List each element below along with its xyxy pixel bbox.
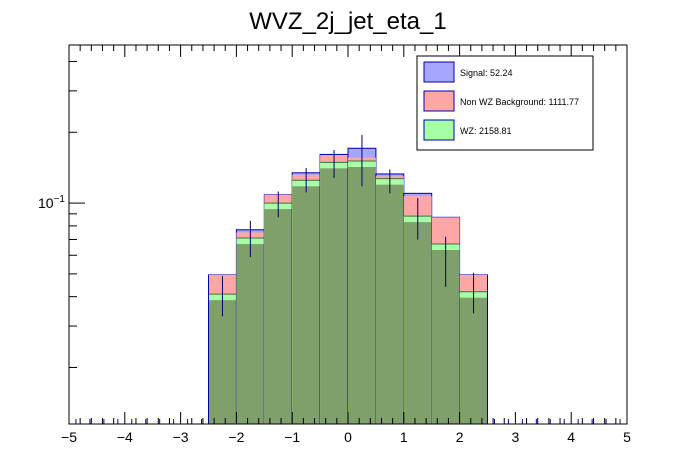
y-tick-label: 10−1 xyxy=(38,194,65,211)
plot-area xyxy=(75,134,621,425)
overlap-bar xyxy=(208,300,237,424)
legend-label: WZ: 2158.81 xyxy=(460,126,512,136)
overlap-bar xyxy=(320,168,348,424)
x-tick-label: −2 xyxy=(228,429,244,445)
x-tick-label: 4 xyxy=(567,429,575,445)
legend-swatch xyxy=(423,119,455,141)
legend-swatch xyxy=(423,90,455,112)
y-tick-base: 10 xyxy=(38,195,54,211)
x-tick-label: −4 xyxy=(117,429,133,445)
x-tick-label: −1 xyxy=(284,429,300,445)
x-tick-label: 2 xyxy=(456,429,464,445)
overlap-bar xyxy=(403,222,432,424)
overlap-bar xyxy=(348,166,376,425)
overlap-bar xyxy=(264,209,293,424)
x-tick-label: 3 xyxy=(512,429,520,445)
chart-title: WVZ_2j_jet_eta_1 xyxy=(249,8,446,35)
overlap-bar xyxy=(236,244,265,424)
x-tick-label: 1 xyxy=(400,429,408,445)
axes: −5 −4 −3 −2 −1 0 1 2 3 4 510−1 xyxy=(38,44,631,445)
y-tick-exponent: −1 xyxy=(54,194,66,205)
x-tick-label: 5 xyxy=(623,429,631,445)
legend-swatch xyxy=(423,61,455,83)
legend: Signal: 52.24 Non WZ Background: 1111.77 W… xyxy=(416,55,594,151)
x-tick-label: 0 xyxy=(344,429,352,445)
x-tick-label: −5 xyxy=(61,429,77,445)
legend-label: Non WZ Background: 1111.77 xyxy=(460,97,579,107)
x-tick-label: −3 xyxy=(173,429,189,445)
overlap-bar xyxy=(459,297,488,424)
overlap-bar xyxy=(375,184,404,424)
overlap-bar xyxy=(292,186,321,424)
legend-label: Signal: 52.24 xyxy=(460,68,513,78)
